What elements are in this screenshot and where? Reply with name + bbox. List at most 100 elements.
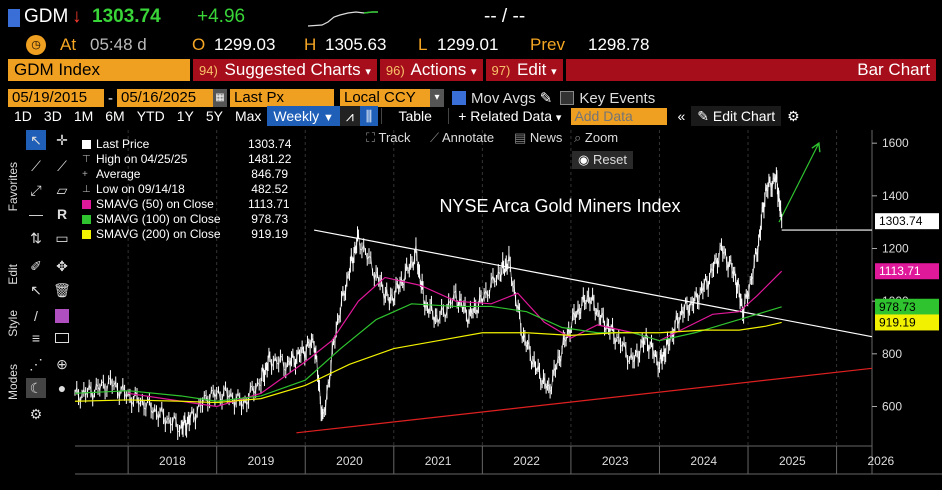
ticker[interactable]: GDM xyxy=(24,6,69,27)
price-label-bg xyxy=(875,314,939,331)
legend-value: 1113.71 xyxy=(248,197,290,211)
palette-icon[interactable]: ● xyxy=(57,380,67,396)
chevron-down-icon[interactable]: ▾ xyxy=(430,89,444,107)
calendar-icon[interactable]: ▦ xyxy=(213,89,227,107)
currency-select[interactable]: Local CCY xyxy=(340,89,430,107)
legend-value: 482.52 xyxy=(251,182,288,196)
magnet-icon[interactable]: ⊕ xyxy=(56,355,68,372)
chevron-down-icon: ▾ xyxy=(555,112,562,124)
legend-swatch xyxy=(82,230,91,239)
channel-tool-icon[interactable]: ▱ xyxy=(56,181,68,198)
low-value: 1299.01 xyxy=(437,35,499,54)
cursor-icon[interactable]: ↖ xyxy=(26,130,46,150)
x-tick-label: 2018 xyxy=(159,454,186,468)
actions-menu[interactable]: 96) Actions ▾ xyxy=(379,59,483,81)
table-button[interactable]: Table xyxy=(398,108,432,124)
add-data-input[interactable] xyxy=(571,107,668,125)
news-button[interactable]: ▤ News xyxy=(514,129,562,147)
trendline xyxy=(296,367,873,434)
ray-tool-icon[interactable]: ⟋ xyxy=(57,157,67,174)
rectangle-tool-icon[interactable]: ▭ xyxy=(55,229,69,246)
track-button[interactable]: ⛶ Track xyxy=(366,129,411,147)
range-3d[interactable]: 3D xyxy=(43,108,62,124)
moving-average-line xyxy=(74,321,782,404)
chevron-down-icon: ▾ xyxy=(551,66,557,78)
crosshair-icon[interactable]: ✛ xyxy=(56,131,68,148)
reset-button[interactable]: ◉ Reset xyxy=(572,151,633,169)
color-swatch-icon[interactable] xyxy=(52,306,72,326)
fill-icon[interactable] xyxy=(52,328,72,348)
key-events-label: Key Events xyxy=(579,89,656,107)
legend-item[interactable]: SMAVG (50) on Close 1113.71 xyxy=(82,197,290,212)
divider xyxy=(448,108,450,124)
range-1m[interactable]: 1M xyxy=(73,108,94,124)
bar-chart-icon[interactable]: ⫼ xyxy=(359,106,379,126)
gear-icon[interactable]: ⚙ xyxy=(787,108,800,124)
legend-item[interactable]: Last Price 1303.74 xyxy=(82,137,291,152)
line-chart-icon[interactable]: ⩘ xyxy=(339,106,360,126)
line-width-icon[interactable]: / xyxy=(34,308,38,324)
legend-label: SMAVG (100) on Close xyxy=(96,212,221,226)
trend-tool-icon[interactable]: ⤢ xyxy=(30,181,42,198)
open-label: O xyxy=(192,35,206,54)
range-5y[interactable]: 5Y xyxy=(205,108,223,124)
reset-icon: ◉ xyxy=(578,152,593,167)
legend-item: ⊤ High on 04/25/25 1481.22 xyxy=(82,152,291,167)
price-line xyxy=(74,174,783,433)
gear-icon[interactable]: ⚙ xyxy=(29,405,43,422)
x-tick-label: 2023 xyxy=(602,454,629,468)
range-1d[interactable]: 1D xyxy=(14,108,32,124)
actions-number: 96) xyxy=(385,63,405,78)
dash-style-icon[interactable]: ⋰ xyxy=(29,355,43,372)
mov-avgs-checkbox[interactable] xyxy=(452,91,466,105)
related-data-menu[interactable]: + Related Data ▾ xyxy=(452,106,567,126)
start-date-input[interactable]: 05/19/2015 xyxy=(8,89,104,107)
text-tool-icon[interactable]: R xyxy=(56,206,68,222)
brush-icon[interactable]: ✐ xyxy=(30,257,42,274)
range-max[interactable]: Max xyxy=(234,108,262,124)
price-label-bg xyxy=(875,263,939,280)
mode-icon[interactable]: ☾ xyxy=(26,378,46,398)
related-data-label: Related Data xyxy=(470,108,553,124)
high-value: 1305.63 xyxy=(325,35,387,54)
price-field-select[interactable]: Last Px xyxy=(230,89,334,107)
moving-average-line xyxy=(128,270,783,408)
hline-tool-icon[interactable]: — xyxy=(29,206,43,222)
trendline xyxy=(313,229,873,338)
edit-chart-button[interactable]: ✎ Edit Chart xyxy=(691,106,782,126)
collapse-icon[interactable]: « xyxy=(677,108,686,124)
date-dash: - xyxy=(108,89,113,107)
menu-bar: GDM Index 94) Suggested Charts ▾ 96) Act… xyxy=(8,59,936,81)
end-date-input[interactable]: 05/16/2025 xyxy=(117,89,213,107)
legend-label: Average xyxy=(96,167,141,181)
line-style-icon[interactable]: ≡ xyxy=(31,330,41,346)
range-ytd[interactable]: YTD xyxy=(136,108,165,124)
pencil-icon[interactable]: ✎ xyxy=(539,90,553,107)
price-label: 1303.74 xyxy=(879,214,923,228)
select-icon[interactable]: ↖ xyxy=(30,281,42,298)
period-select[interactable]: Weekly ▼ xyxy=(267,106,340,126)
fib-tool-icon[interactable]: ⇅ xyxy=(30,229,42,246)
last-price: 1303.74 xyxy=(92,6,161,27)
zoom-button[interactable]: ⌕ Zoom xyxy=(574,129,618,147)
y-tick-label: 1600 xyxy=(882,136,909,150)
at-label: At xyxy=(60,35,77,54)
legend-item[interactable]: SMAVG (100) on Close 978.73 xyxy=(82,212,288,227)
price-chart[interactable]: 2018 2019 2020 2021 2022 2023 2024 2025 2026 600 8… xyxy=(0,128,942,490)
trash-icon[interactable]: 🗑 xyxy=(53,281,71,298)
suggested-charts-menu[interactable]: 94) Suggested Charts ▾ xyxy=(193,59,377,81)
security-field[interactable]: GDM Index xyxy=(8,59,190,81)
range-1y[interactable]: 1Y xyxy=(176,108,194,124)
zoom-icon: ⌕ xyxy=(574,130,585,145)
edit-chart-label: Edit Chart xyxy=(712,108,776,124)
range-6m[interactable]: 6M xyxy=(105,108,125,124)
line-tool-icon[interactable]: ⟋ xyxy=(31,157,41,174)
move-icon[interactable]: ✥ xyxy=(56,257,68,274)
annotate-button[interactable]: ⟋ Annotate xyxy=(430,129,494,147)
key-events-checkbox[interactable] xyxy=(560,91,575,105)
drawing-sidebar: ↖ ✛ ⟋ ⟋ ⤢ ▱ — R ⇅ ▭ ✐ ✥ ↖ 🗑 / ≡ ⋰ ⊕ ☾ ● … xyxy=(0,128,75,428)
edit-menu[interactable]: 97) Edit ▾ xyxy=(485,59,563,81)
legend-item[interactable]: SMAVG (200) on Close 919.19 xyxy=(82,227,288,242)
x-tick-label: 2025 xyxy=(779,454,806,468)
suggested-label: Suggested Charts xyxy=(224,60,361,79)
